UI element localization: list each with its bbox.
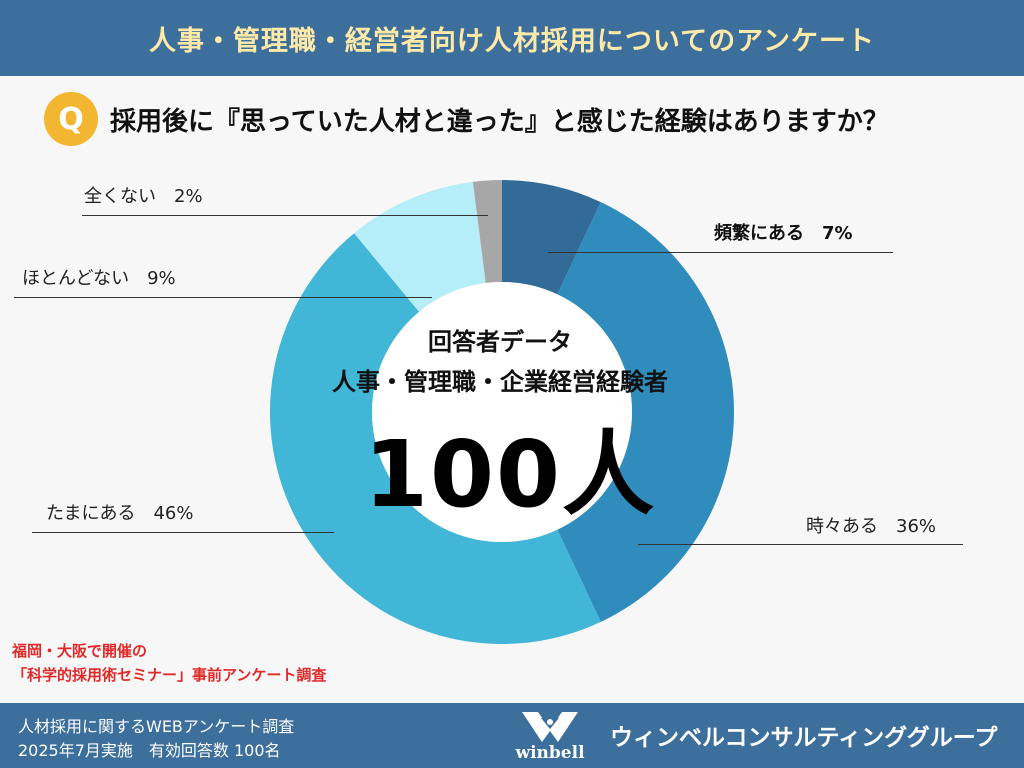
footer-bar: 人材採用に関するWEBアンケート調査 2025年7月実施 有効回答数 100名 (0, 703, 1024, 768)
question-text: 採用後に『思っていた人材と違った』と感じた経験はありますか？ (110, 106, 889, 137)
center-subtitle-1: 回答者データ (428, 328, 572, 356)
center-subtitle-2: 人事・管理職・企業経営経験者 (332, 368, 668, 396)
q-badge-letter: Q (58, 101, 84, 137)
slice-sometimes (557, 202, 734, 622)
winbell-logo: winbell (508, 709, 592, 763)
slice-never (472, 180, 502, 284)
page-title: 人事・管理職・経営者向け人材採用についてのアンケート (148, 25, 876, 57)
label-frequently: 頻繁にある 7% (714, 223, 853, 244)
slice-occasionally (270, 233, 601, 644)
respondent-count: 100人 (363, 421, 657, 528)
header-bar: 人事・管理職・経営者向け人材採用についてのアンケート (0, 0, 1024, 76)
leader-line-sometimes (638, 544, 963, 545)
survey-note-line-2: 「科学的採用術セミナー」事前アンケート調査 (12, 666, 327, 684)
winbell-logo-text: winbell (515, 743, 585, 763)
leader-line-never (82, 215, 488, 216)
label-never: 全くない 2% (84, 186, 203, 207)
leader-line-rarely (14, 297, 432, 298)
label-occasionally: たまにある 46% (46, 503, 194, 524)
donut-chart (270, 180, 734, 644)
leader-line-occasionally (32, 532, 334, 533)
slice-frequently (502, 180, 601, 295)
survey-note-line-1: 福岡・大阪で開催の (12, 642, 148, 660)
winbell-logo-icon (522, 712, 578, 742)
leader-line-frequently (548, 252, 893, 253)
question-row: Q 採用後に『思っていた人材と違った』と感じた経験はありますか？ (44, 92, 889, 146)
slice-rarely (354, 181, 486, 312)
q-badge-icon: Q (44, 92, 98, 146)
company-name: ウィンベルコンサルティンググループ (610, 725, 998, 751)
label-rarely: ほとんどない 9% (22, 268, 176, 289)
footer-survey-title: 人材採用に関するWEBアンケート調査 (18, 717, 295, 736)
footer-survey-date: 2025年7月実施 有効回答数 100名 (18, 741, 281, 760)
donut-hole (372, 282, 632, 542)
label-sometimes: 時々ある 36% (806, 516, 937, 537)
